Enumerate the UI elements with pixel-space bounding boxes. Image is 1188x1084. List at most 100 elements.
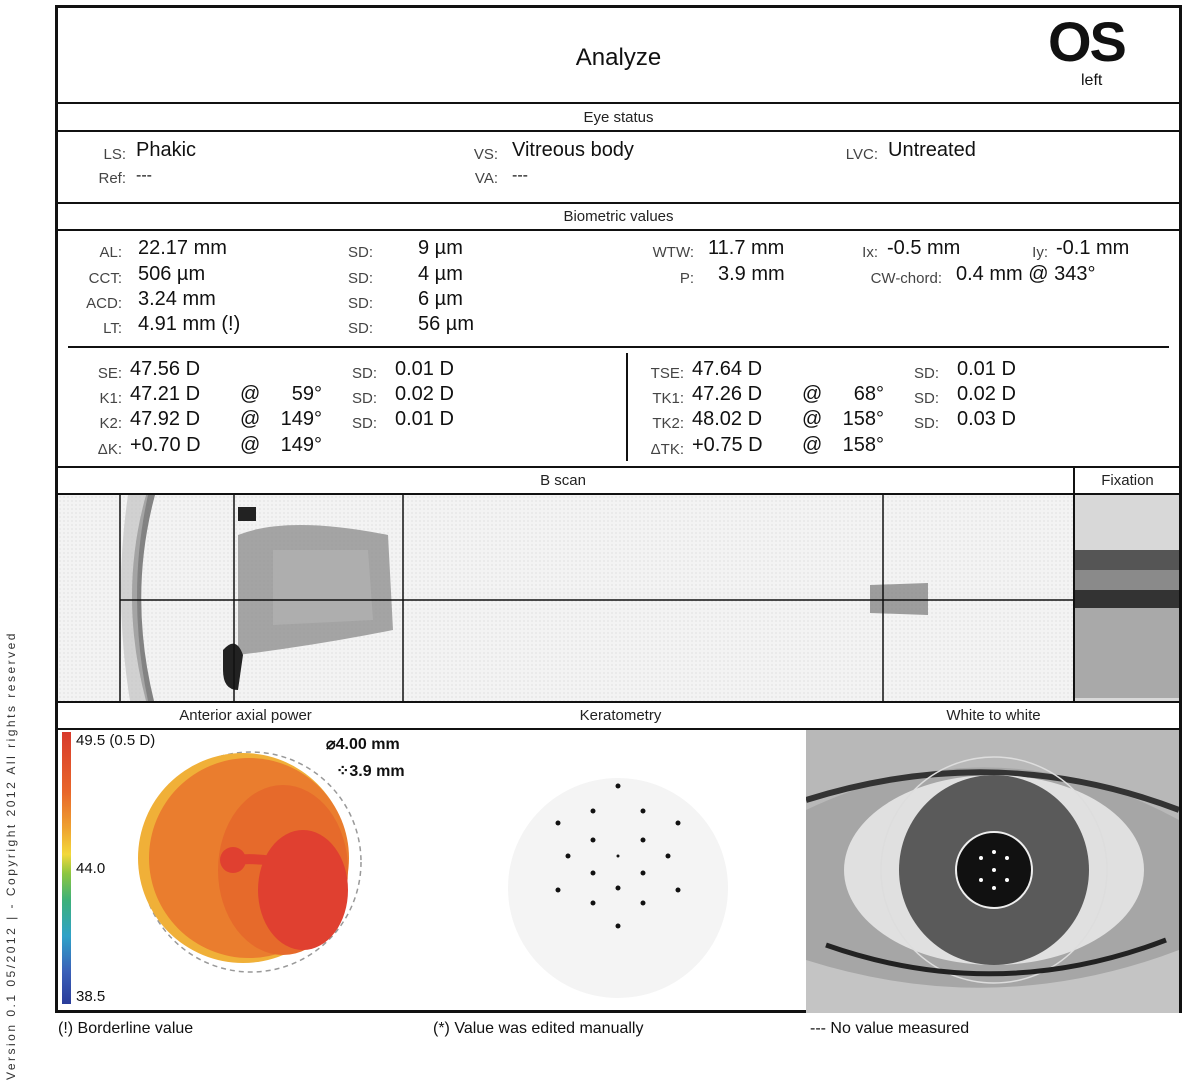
- k-sd-label: SD:: [914, 415, 940, 432]
- k-axis: 68°: [853, 383, 884, 405]
- report-frame: Analyze OS left Eye status LS: Phakic Re…: [55, 5, 1182, 1013]
- k-axis: 158°: [842, 408, 884, 430]
- wtw-value: 11.7 mm: [708, 237, 785, 259]
- k-sd-value: 0.02 D: [395, 383, 454, 405]
- k-sd-label: SD:: [914, 365, 940, 382]
- bscan-header: B scan: [540, 472, 586, 489]
- k-value: 47.26 D: [692, 383, 763, 405]
- k-label: ΔK:: [97, 441, 122, 458]
- k-label: K2:: [99, 415, 122, 432]
- bio-label: AL:: [99, 244, 122, 261]
- k-axis: 149°: [280, 434, 322, 456]
- scale-mid-label: 44.0: [76, 860, 106, 877]
- bio-value: 506 µm: [138, 263, 206, 285]
- k-at: @: [240, 383, 261, 405]
- k-at: @: [240, 408, 261, 430]
- eye-indicator: OS: [1048, 10, 1127, 73]
- diameter-solid-label: ⌀4.00 mm: [326, 734, 400, 754]
- ix-label: Ix:: [862, 244, 878, 261]
- vs-value: Vitreous body: [512, 139, 634, 161]
- diameter-icon: ⌀: [326, 736, 336, 753]
- lvc-label: LVC:: [845, 146, 878, 163]
- diameter-dashed-value: 3.9 mm: [349, 763, 405, 780]
- eye-side: left: [1081, 72, 1103, 89]
- k-sd-label: SD:: [352, 390, 378, 407]
- k-sd-label: SD:: [914, 390, 940, 407]
- lvc-value: Untreated: [888, 139, 976, 161]
- k-sd-value: 0.02 D: [957, 383, 1016, 405]
- k-value: 47.21 D: [130, 383, 201, 405]
- biometric-header: Biometric values: [563, 208, 674, 225]
- k-axis: 149°: [280, 408, 322, 430]
- keratometry-dots: [508, 778, 728, 998]
- k-sd-label: SD:: [352, 415, 378, 432]
- diameter-solid-value: 4.00 mm: [335, 736, 400, 753]
- k-value: 48.02 D: [692, 408, 763, 430]
- k-label: K1:: [99, 390, 122, 407]
- bio-label: LT:: [103, 320, 122, 337]
- bio-label: CCT:: [88, 270, 122, 287]
- white-to-white-header: White to white: [946, 707, 1041, 724]
- scale-top-label: 49.5 (0.5 D): [76, 732, 156, 749]
- diameter-dashed-label: ⁘3.9 mm: [336, 761, 405, 781]
- bio-sd-label: SD:: [348, 270, 374, 287]
- bio-value: 3.24 mm: [138, 288, 216, 310]
- k-sd-value: 0.01 D: [395, 358, 454, 380]
- va-label: VA:: [474, 170, 498, 187]
- scale-bottom-label: 38.5: [76, 988, 106, 1005]
- bio-value: 4.91 mm (!): [138, 313, 241, 335]
- borderline-note: (!) Borderline value: [58, 1020, 194, 1037]
- bio-value: 22.17 mm: [138, 237, 227, 259]
- copyright-text: Version 0.1 05/2012 | - Copyright 2012 A…: [4, 631, 18, 1080]
- cw-value: 0.4 mm @ 343°: [956, 263, 1096, 285]
- page-title: Analyze: [575, 44, 662, 71]
- k-label: ΔTK:: [650, 441, 684, 458]
- k-sd-value: 0.03 D: [957, 408, 1016, 430]
- k-value: 47.92 D: [130, 408, 201, 430]
- k-at: @: [802, 408, 823, 430]
- bio-sd-value: 6 µm: [418, 288, 463, 310]
- k-value: +0.75 D: [692, 434, 763, 456]
- bio-sd-value: 4 µm: [418, 263, 463, 285]
- p-value: 3.9 mm: [718, 263, 785, 285]
- color-scale-bar: [62, 732, 71, 1004]
- k-sd-value: 0.01 D: [957, 358, 1016, 380]
- no-value-note: --- No value measured: [810, 1020, 970, 1037]
- keratometry-header: Keratometry: [579, 707, 662, 724]
- k-axis: 59°: [291, 383, 322, 405]
- k-value: 47.56 D: [130, 358, 201, 380]
- k-value: 47.64 D: [692, 358, 763, 380]
- k-axis: 158°: [842, 434, 884, 456]
- white-to-white-image: [806, 730, 1179, 1013]
- k-at: @: [802, 383, 823, 405]
- fixation-image: [1075, 495, 1179, 701]
- p-label: P:: [679, 270, 694, 287]
- vs-label: VS:: [473, 146, 498, 163]
- cw-label: CW-chord:: [870, 270, 942, 287]
- bio-sd-label: SD:: [348, 320, 374, 337]
- k-label: TK1:: [652, 390, 684, 407]
- bscan-image: [58, 495, 1073, 701]
- ref-value: ---: [136, 167, 152, 184]
- k-at: @: [802, 434, 823, 456]
- dashed-circle-icon: ⁘: [336, 763, 350, 780]
- k-sd-value: 0.01 D: [395, 408, 454, 430]
- wtw-label: WTW:: [652, 244, 694, 261]
- axial-power-header: Anterior axial power: [179, 707, 312, 724]
- fixation-header: Fixation: [1101, 472, 1154, 489]
- iy-label: Iy:: [1032, 244, 1048, 261]
- edited-note: (*) Value was edited manually: [433, 1020, 644, 1037]
- k-label: SE:: [97, 365, 122, 382]
- bio-sd-label: SD:: [348, 244, 374, 261]
- ref-label: Ref:: [98, 170, 126, 187]
- k-sd-label: SD:: [352, 365, 378, 382]
- bio-label: ACD:: [86, 295, 122, 312]
- bio-sd-value: 9 µm: [418, 237, 463, 259]
- axial-power-map: [138, 751, 362, 973]
- ix-value: -0.5 mm: [887, 237, 961, 259]
- bio-sd-label: SD:: [348, 295, 374, 312]
- k-label: TSE:: [650, 365, 684, 382]
- k-label: TK2:: [652, 415, 684, 432]
- eye-status-header: Eye status: [583, 109, 654, 126]
- iy-value: -0.1 mm: [1056, 237, 1130, 259]
